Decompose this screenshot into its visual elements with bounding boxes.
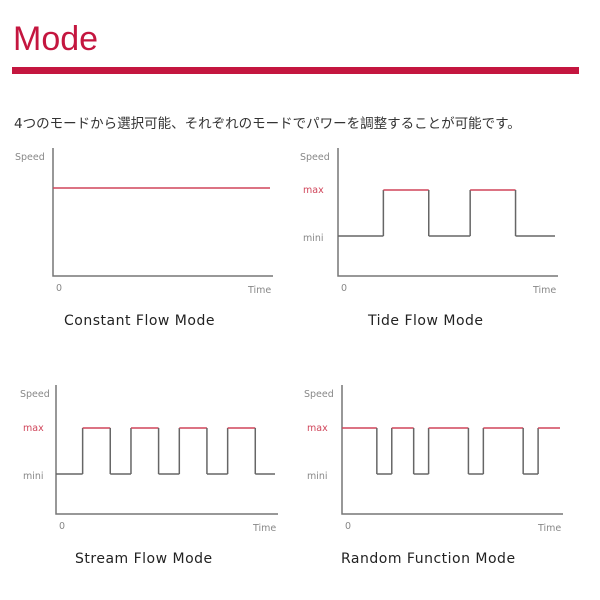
caption-random-function: Random Function Mode [341, 551, 516, 567]
caption-constant-flow: Constant Flow Mode [64, 313, 215, 329]
x-axis-label: Time [247, 285, 271, 296]
x-axis-label: Time [252, 523, 276, 534]
title-underline [12, 67, 579, 74]
axis [337, 148, 558, 277]
y-axis-label: Speed [15, 152, 45, 163]
level-max-label: max [303, 185, 324, 196]
level-mini-label: mini [307, 471, 328, 482]
level-mini-label: mini [303, 233, 324, 244]
y-axis-label: Speed [20, 389, 50, 400]
y-axis-label: Speed [304, 389, 334, 400]
x-axis-label: Time [532, 285, 556, 296]
x-origin-label: 0 [341, 283, 347, 294]
caption-stream-flow: Stream Flow Mode [75, 551, 213, 567]
level-mini-label: mini [23, 471, 44, 482]
x-origin-label: 0 [56, 283, 62, 294]
y-axis-label: Speed [300, 152, 330, 163]
page-title: Mode [13, 20, 99, 58]
caption-tide-flow: Tide Flow Mode [368, 313, 484, 329]
axis [341, 385, 563, 515]
x-origin-label: 0 [59, 521, 65, 532]
level-max-label: max [23, 423, 44, 434]
x-axis-label: Time [537, 523, 561, 534]
axis [55, 385, 278, 515]
description: 4つのモードから選択可能、それぞれのモードでパワーを調整することが可能です。 [14, 116, 521, 132]
axis [52, 148, 273, 277]
level-max-label: max [307, 423, 328, 434]
x-origin-label: 0 [345, 521, 351, 532]
